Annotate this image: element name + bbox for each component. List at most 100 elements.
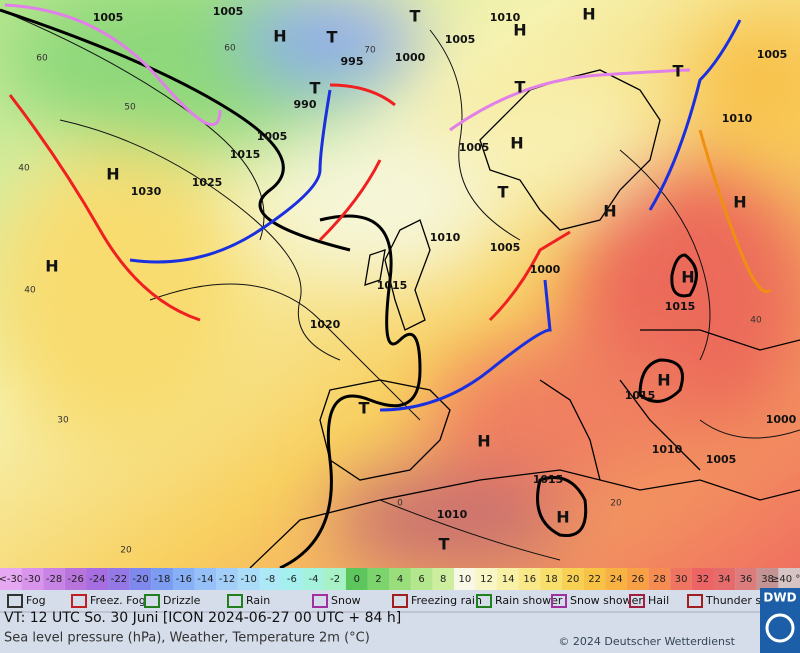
scale-label: 20 bbox=[567, 574, 580, 585]
scale-label: -14 bbox=[197, 574, 213, 585]
scale-cell bbox=[518, 568, 541, 590]
scale-label: -30 bbox=[24, 574, 40, 585]
scale-label: 34 bbox=[718, 574, 731, 585]
weather-icon bbox=[629, 594, 645, 608]
weather-label: Freezing rain bbox=[411, 594, 482, 607]
pressure-center: T bbox=[498, 183, 509, 202]
scale-cell bbox=[756, 568, 779, 590]
pressure-label: 1005 bbox=[445, 33, 476, 46]
scale-label: -22 bbox=[111, 574, 127, 585]
scale-label: 36 bbox=[740, 574, 753, 585]
weather-icon bbox=[312, 594, 328, 608]
weather-icon bbox=[687, 594, 703, 608]
scale-cell bbox=[648, 568, 671, 590]
pressure-label: 1015 bbox=[230, 148, 261, 161]
scale-cell bbox=[129, 568, 152, 590]
pressure-label: 1010 bbox=[652, 443, 683, 456]
pressure-center: T bbox=[410, 7, 421, 26]
pressure-label: 1015 bbox=[533, 473, 564, 486]
scale-cell bbox=[21, 568, 44, 590]
temperature-label: 60 bbox=[224, 44, 236, 54]
subtitle: Sea level pressure (hPa), Weather, Tempe… bbox=[4, 631, 370, 646]
weather-label: Snow shower bbox=[570, 594, 643, 607]
pressure-label: 1025 bbox=[192, 176, 223, 189]
scale-cell bbox=[475, 568, 498, 590]
pressure-label: 1005 bbox=[257, 130, 288, 143]
temperature-label: 20 bbox=[120, 546, 132, 556]
scale-cell bbox=[216, 568, 238, 590]
pressure-label: 1015 bbox=[665, 300, 696, 313]
scale-label: 12 bbox=[480, 574, 493, 585]
scale-cell bbox=[237, 568, 260, 590]
pressure-label: 995 bbox=[341, 55, 364, 68]
weather-label: Freez. Fog bbox=[90, 594, 146, 607]
weather-icon bbox=[71, 594, 87, 608]
scale-cell bbox=[735, 568, 757, 590]
fronts bbox=[4, 3, 772, 412]
scale-label: ≥40 °C bbox=[771, 574, 800, 585]
logo-text: DWD bbox=[763, 591, 796, 605]
pressure-label: 1005 bbox=[459, 141, 490, 154]
weather-icon bbox=[392, 594, 408, 608]
pressure-label: 1030 bbox=[131, 185, 162, 198]
pressure-center: H bbox=[510, 134, 523, 153]
scale-label: -12 bbox=[219, 574, 235, 585]
pressure-center: T bbox=[515, 78, 526, 97]
scale-label: 10 bbox=[458, 574, 471, 585]
scale-cell bbox=[497, 568, 519, 590]
temperature-label: 70 bbox=[364, 46, 376, 56]
scale-cell bbox=[64, 568, 87, 590]
temperature-label: 30 bbox=[57, 416, 69, 426]
scale-cell bbox=[583, 568, 606, 590]
scale-label: 18 bbox=[545, 574, 558, 585]
pressure-center: T bbox=[359, 399, 370, 418]
pressure-label: 1000 bbox=[766, 413, 797, 426]
scale-label: -28 bbox=[46, 574, 62, 585]
temperature-label: 40 bbox=[18, 164, 30, 174]
scale-label: -26 bbox=[68, 574, 84, 585]
scale-label: 8 bbox=[440, 574, 446, 585]
pressure-label: 1005 bbox=[757, 48, 788, 61]
bold-isobars bbox=[0, 8, 698, 570]
pressure-label: 1020 bbox=[310, 318, 341, 331]
scale-cell bbox=[605, 568, 628, 590]
pressure-center: H bbox=[733, 193, 746, 212]
scale-cell bbox=[432, 568, 455, 590]
scale-cell bbox=[389, 568, 411, 590]
weather-icon bbox=[144, 594, 160, 608]
scale-cell bbox=[670, 568, 692, 590]
temperature-field bbox=[0, 0, 800, 570]
scale-label: -20 bbox=[132, 574, 148, 585]
pressure-label: 1000 bbox=[530, 263, 561, 276]
scale-label: -10 bbox=[240, 574, 256, 585]
scale-label: 32 bbox=[696, 574, 709, 585]
weather-label: Rain bbox=[246, 594, 270, 607]
pressure-center: T bbox=[673, 62, 684, 81]
pressure-center: H bbox=[273, 27, 286, 46]
scale-label: 14 bbox=[502, 574, 515, 585]
scale-label: 6 bbox=[418, 574, 424, 585]
scale-cell bbox=[562, 568, 584, 590]
scale-cell bbox=[540, 568, 563, 590]
scale-cell bbox=[108, 568, 130, 590]
temperature-label: 60 bbox=[36, 54, 48, 64]
pressure-label: 1010 bbox=[490, 11, 521, 24]
pressure-center: H bbox=[582, 5, 595, 24]
scale-cell bbox=[0, 568, 22, 590]
scale-cell bbox=[367, 568, 390, 590]
scale-cell bbox=[324, 568, 346, 590]
scale-cell bbox=[172, 568, 195, 590]
scale-label: -24 bbox=[89, 574, 105, 585]
scale-label: -18 bbox=[154, 574, 170, 585]
pressure-center: H bbox=[556, 508, 569, 527]
weather-icon bbox=[7, 594, 23, 608]
pressure-label: 1005 bbox=[706, 453, 737, 466]
pressure-label: 1015 bbox=[377, 279, 408, 292]
weather-label: Rain shower bbox=[495, 594, 563, 607]
scale-label: -8 bbox=[265, 574, 275, 585]
weather-legend: Fog Freez. Fog Drizzle Rain Snow Freezing rai… bbox=[7, 594, 787, 608]
scale-label: -2 bbox=[330, 574, 340, 585]
temperature-label: 40 bbox=[750, 316, 762, 326]
pressure-center: T bbox=[327, 28, 338, 47]
